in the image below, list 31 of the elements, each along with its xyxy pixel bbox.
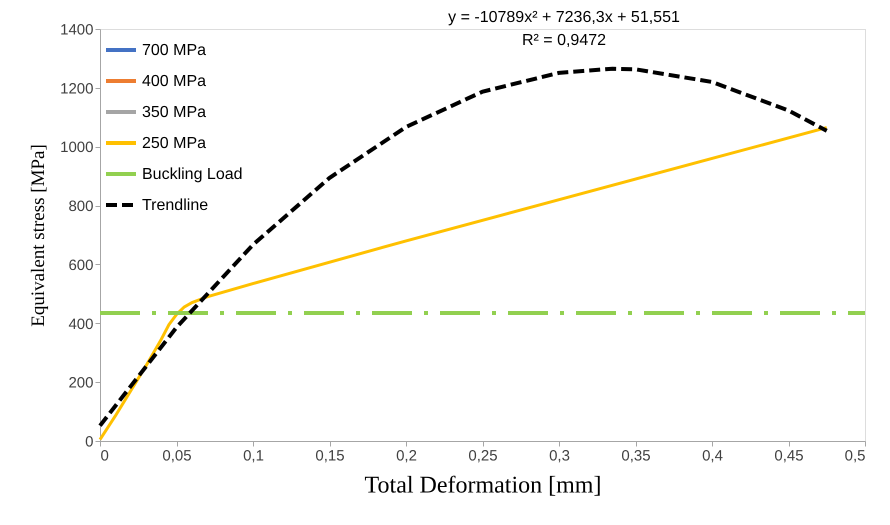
y-tick-label: 1000 xyxy=(60,139,94,156)
x-tick-label: 0,1 xyxy=(243,448,264,464)
x-axis-title: Total Deformation [mm] xyxy=(364,472,602,498)
line-series xyxy=(98,66,829,428)
x-tick-label: 0,15 xyxy=(315,448,345,464)
legend-label: Buckling Load xyxy=(142,166,243,183)
y-tick-label: 800 xyxy=(68,198,94,216)
x-tick-label: 0,05 xyxy=(162,448,192,464)
annotation: R² = 0,9472 xyxy=(522,32,606,49)
y-tick-label: 1400 xyxy=(60,22,94,38)
x-tick-label: 0,4 xyxy=(702,448,723,464)
legend-label: 350 MPa xyxy=(142,104,206,121)
y-tick-label: 200 xyxy=(68,374,94,392)
x-tick-label: 0,35 xyxy=(621,448,651,464)
x-tick-label: 0,2 xyxy=(396,448,417,464)
legend-label: 250 MPa xyxy=(142,135,206,152)
x-tick-label: 0,45 xyxy=(774,448,804,464)
x-tick-label: 0 xyxy=(100,448,109,464)
x-tick-label: 0,5 xyxy=(844,448,866,464)
y-tick-label: 600 xyxy=(68,256,94,274)
legend-label: 400 MPa xyxy=(142,73,206,90)
y-tick-label: 1200 xyxy=(60,80,94,98)
x-tick-label: 0,25 xyxy=(468,448,498,464)
legend-label: 700 MPa xyxy=(142,42,206,59)
y-tick-label: 0 xyxy=(85,434,94,450)
y-axis-title: Equivalent stress [MPa] xyxy=(28,144,50,327)
line-series xyxy=(98,126,828,442)
text: y = -10789x² + 7236,3x + 51,551 xyxy=(448,9,680,26)
legend-label: Trendline xyxy=(142,197,208,214)
y-tick-label: 400 xyxy=(68,316,94,333)
x-tick-label: 0,3 xyxy=(549,448,570,464)
